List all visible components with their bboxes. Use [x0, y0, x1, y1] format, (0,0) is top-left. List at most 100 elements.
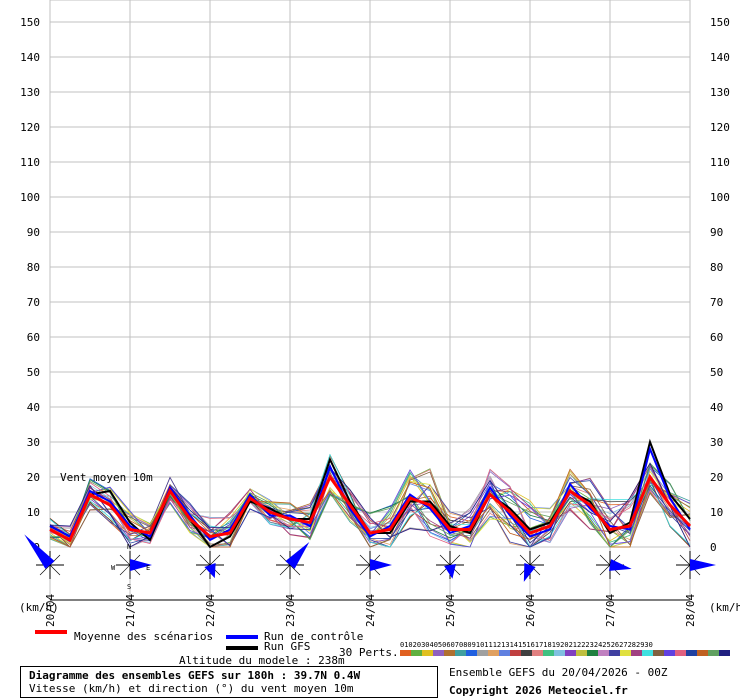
perturbation-line	[49, 469, 691, 548]
pert-color-cell	[433, 650, 444, 656]
x-tick-label: 24/04	[364, 594, 377, 627]
compass-s: S	[127, 583, 131, 591]
x-tick-label: 26/04	[524, 594, 537, 627]
y-tick-right: 90	[710, 226, 723, 239]
pert-color-cell	[565, 650, 576, 656]
compass-e: E	[146, 564, 150, 572]
main-series-lines	[49, 438, 692, 549]
y-tick-left: 150	[20, 16, 40, 29]
y-tick-left: 120	[20, 121, 40, 134]
y-tick-right: 20	[710, 471, 723, 484]
pert-color-cell	[675, 650, 686, 656]
y-tick-right: 0	[710, 541, 717, 554]
perts-label: 30 Perts.	[339, 646, 399, 659]
x-tick-label: 22/04	[204, 594, 217, 627]
footer-run: Ensemble GEFS du 20/04/2026 - 00Z	[449, 666, 668, 679]
y-tick-right: 80	[710, 261, 723, 274]
y-tick-left: 110	[20, 156, 40, 169]
y-tick-left: 70	[27, 296, 40, 309]
wind-marker	[24, 534, 64, 579]
wind-arrow	[523, 562, 536, 582]
pert-color-cell	[609, 650, 620, 656]
perturbation-color-bar	[400, 650, 730, 656]
y-tick-right: 100	[710, 191, 730, 204]
y-tick-left: 90	[27, 226, 40, 239]
legend-mean-swatch	[35, 630, 67, 634]
pert-color-cell	[697, 650, 708, 656]
legend-gfs-swatch	[226, 646, 258, 650]
pert-color-cell	[554, 650, 565, 656]
pert-color-cell	[455, 650, 466, 656]
wind-arrow	[204, 562, 216, 579]
y-tick-right: 150	[710, 16, 730, 29]
pert-color-cell	[477, 650, 488, 656]
wind-marker	[196, 551, 224, 579]
y-tick-right: 50	[710, 366, 723, 379]
y-tick-right: 130	[710, 86, 730, 99]
y-tick-right: 10	[710, 506, 723, 519]
wind-arrow	[24, 534, 55, 569]
y-tick-left: 30	[27, 436, 40, 449]
pert-color-cell	[587, 650, 598, 656]
y-tick-left: 100	[20, 191, 40, 204]
pert-color-cell	[543, 650, 554, 656]
wind-arrow	[608, 559, 632, 571]
wind-marker	[116, 551, 152, 579]
wind-marker	[276, 542, 310, 579]
y-tick-right: 60	[710, 331, 723, 344]
wind-marker	[356, 551, 392, 579]
pert-color-cell	[499, 650, 510, 656]
y-tick-left: 10	[27, 506, 40, 519]
perturbation-numbers: 0102030405060708091011121314151617181920…	[400, 641, 653, 649]
x-tick-labels: 20/04 21/04 22/04 23/04 24/04 25/04 26/04 27/04…	[44, 594, 697, 627]
perturbation-line	[49, 471, 691, 548]
pert-color-cell	[400, 650, 411, 656]
y-tick-left: 60	[27, 331, 40, 344]
pert-color-cell	[686, 650, 697, 656]
pert-color-cell	[422, 650, 433, 656]
y-tick-right: 120	[710, 121, 730, 134]
grid	[49, 0, 691, 601]
x-tick-label: 25/04	[444, 594, 457, 627]
y-tick-right: 110	[710, 156, 730, 169]
y-tick-right: 40	[710, 401, 723, 414]
y-tick-labels: 0010102020303040405050606070708080909010…	[20, 16, 730, 554]
pert-color-cell	[532, 650, 543, 656]
y-tick-left: 50	[27, 366, 40, 379]
y-tick-left: 80	[27, 261, 40, 274]
y-tick-left: 130	[20, 86, 40, 99]
wind-marker	[516, 551, 544, 582]
y-tick-left: 40	[27, 401, 40, 414]
y-tick-right: 140	[710, 51, 730, 64]
altitude-label: Altitude du modele : 238m	[179, 654, 345, 667]
pert-color-cell	[653, 650, 664, 656]
wind-direction-markers	[24, 534, 716, 582]
legend-control-label: Run de contrôle	[264, 630, 364, 643]
wind-marker	[676, 551, 716, 579]
wind-marker	[596, 551, 632, 579]
pert-color-cell	[444, 650, 455, 656]
perturbation-line	[49, 468, 691, 545]
footer-title: Diagramme des ensembles GEFS sur 180h : …	[29, 669, 361, 682]
pert-color-cell	[488, 650, 499, 656]
wind-arrow	[370, 559, 392, 571]
y-tick-right: 30	[710, 436, 723, 449]
footer-title-box: Diagramme des ensembles GEFS sur 180h : …	[20, 666, 438, 698]
pert-color-cell	[708, 650, 719, 656]
compass-n: N	[127, 543, 131, 551]
annotation-label: Vent moyen 10m	[60, 471, 153, 484]
pert-color-cell	[411, 650, 422, 656]
pert-color-cell	[631, 650, 642, 656]
pert-color-cell	[664, 650, 675, 656]
pert-color-cell	[576, 650, 587, 656]
footer-subtitle: Vitesse (km/h) et direction (°) du vent …	[29, 682, 354, 695]
x-tick-label: 28/04	[684, 594, 697, 627]
pert-color-cell	[510, 650, 521, 656]
y-tick-left: 20	[27, 471, 40, 484]
y-tick-left: 140	[20, 51, 40, 64]
wind-arrow	[130, 559, 152, 571]
wind-arrow	[690, 559, 716, 571]
pert-color-cell	[620, 650, 631, 656]
x-tick-label: 21/04	[124, 594, 137, 627]
x-tick-label: 27/04	[604, 594, 617, 627]
